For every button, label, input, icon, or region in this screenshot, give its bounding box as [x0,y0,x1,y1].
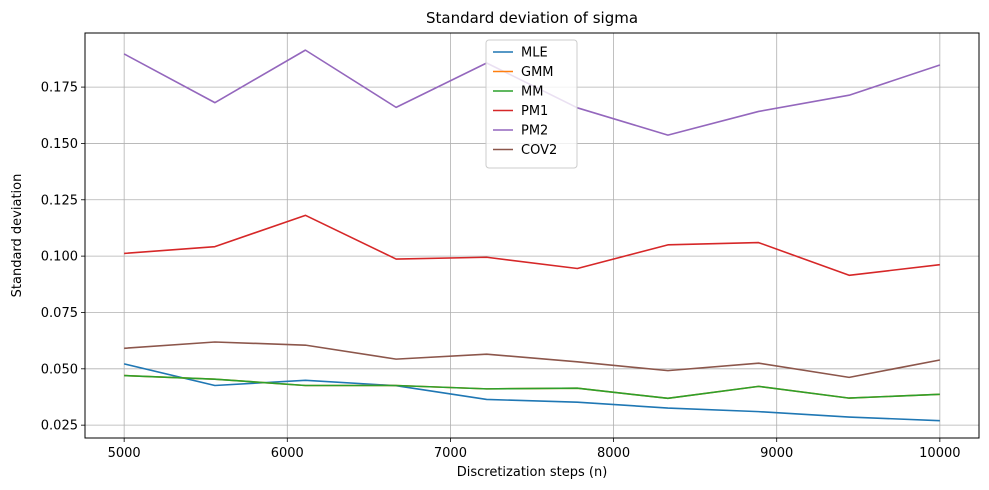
y-tick-label: 0.175 [41,81,78,96]
legend-label-mm: MM [521,85,543,100]
x-tick-label: 5000 [108,446,141,461]
legend-label-gmm: GMM [521,65,554,80]
chart-title: Standard deviation of sigma [426,9,638,27]
legend-label-pm2: PM2 [521,124,548,139]
y-tick-label: 0.125 [41,193,78,208]
series-line-mm [124,374,940,400]
y-tick-label: 0.050 [41,362,78,377]
series-line-pm1 [124,214,940,277]
x-tick-label: 10000 [919,446,960,461]
series-line-gmm [124,374,940,400]
legend-label-mle: MLE [521,46,548,61]
x-axis-label: Discretization steps (n) [457,465,608,480]
legend: MLE GMM MM PM1 PM2 COV2 [485,39,578,169]
x-tick-label: 7000 [434,446,467,461]
axis-ticks: 5000 6000 7000 8000 9000 10000 0.025 0.050 0.075… [41,81,961,461]
y-tick-label: 0.150 [41,137,78,152]
legend-label-cov2: COV2 [521,143,557,158]
x-tick-label: 6000 [271,446,304,461]
x-tick-label: 8000 [597,446,630,461]
legend-label-pm1: PM1 [521,104,548,119]
series-line-cov2 [124,341,940,379]
plot-frame [84,32,980,439]
x-tick-label: 9000 [760,446,793,461]
y-axis-label: Standard deviation [10,174,25,298]
y-tick-label: 0.100 [41,250,78,265]
y-tick-label: 0.075 [41,306,78,321]
y-tick-label: 0.025 [41,419,78,434]
